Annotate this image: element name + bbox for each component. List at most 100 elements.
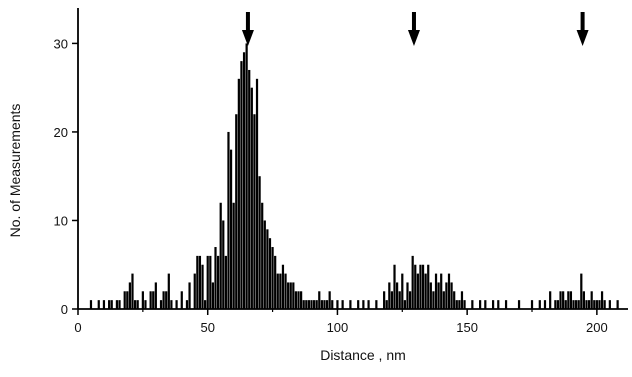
histogram-bar	[110, 300, 113, 309]
histogram-bar	[580, 273, 583, 309]
y-tick-label: 10	[54, 213, 68, 228]
histogram-bar	[484, 300, 487, 309]
histogram-bar	[271, 247, 274, 309]
histogram-bar	[562, 291, 565, 309]
histogram-bar	[600, 291, 604, 309]
x-tick-label: 100	[327, 320, 349, 335]
x-tick-label: 200	[586, 320, 608, 335]
histogram-bar	[432, 291, 435, 309]
histogram-bar	[504, 300, 508, 309]
histogram-bar	[538, 300, 541, 309]
histogram-bar	[281, 264, 285, 309]
histogram-bar	[159, 300, 163, 309]
histogram-bar	[211, 282, 215, 309]
histogram-bar	[165, 291, 168, 309]
histogram-bar	[587, 300, 591, 309]
histogram-bar	[204, 300, 207, 309]
histogram-bar	[227, 131, 230, 309]
axes-group	[77, 8, 628, 310]
histogram-bar	[325, 300, 329, 309]
histogram-bar	[185, 300, 189, 309]
y-ticks-group: 0 10 20 30	[54, 36, 78, 317]
histogram-bar	[133, 300, 137, 309]
histogram-bar	[141, 291, 144, 309]
histogram-bar	[403, 300, 406, 309]
histogram-bar	[549, 291, 552, 309]
histogram-bar	[447, 273, 451, 309]
histogram-bar	[289, 282, 292, 309]
histogram-bar	[590, 291, 593, 309]
histogram-bar	[123, 291, 126, 309]
histogram-bar	[258, 176, 261, 309]
histogram-bar	[497, 300, 500, 309]
histogram-bar	[242, 52, 246, 309]
histogram-bar	[237, 78, 240, 309]
histogram-bar	[463, 300, 466, 309]
histogram-bar	[89, 300, 93, 309]
histogram-bar	[222, 220, 225, 309]
histogram-bar	[128, 282, 131, 309]
histogram-bar	[198, 255, 202, 309]
histogram-bar	[375, 300, 378, 309]
histogram-bar	[453, 291, 456, 309]
histogram-bar	[336, 300, 339, 309]
histogram-bar	[320, 300, 323, 309]
histogram-bar	[554, 300, 557, 309]
histogram-bar	[440, 273, 443, 309]
histogram-bar	[582, 291, 585, 309]
histogram-bar	[196, 255, 199, 309]
histogram-bar	[328, 291, 331, 309]
histogram-bar	[250, 87, 253, 310]
histogram-bar	[97, 300, 100, 309]
histogram-bar	[216, 255, 220, 309]
histogram-bar	[349, 300, 352, 309]
histogram-bar	[201, 264, 204, 309]
histogram-bar	[188, 282, 191, 309]
histogram-bar	[149, 291, 152, 309]
histogram-bar	[126, 291, 129, 309]
histogram-bar	[460, 291, 464, 309]
histogram-bar	[421, 264, 425, 309]
histogram-bar	[401, 273, 404, 309]
histogram-bar	[307, 300, 310, 309]
histogram-bar	[437, 282, 440, 309]
histogram-bar	[268, 238, 272, 309]
histogram-bar	[398, 291, 401, 309]
histogram-bar	[245, 43, 248, 309]
histogram-bar	[479, 300, 482, 309]
histogram-bar	[180, 291, 183, 309]
histogram-bar	[530, 300, 534, 309]
x-tick-label: 50	[200, 320, 214, 335]
histogram-bar	[517, 300, 521, 309]
histogram-bar	[424, 273, 427, 309]
histogram-bar	[362, 300, 365, 309]
histogram-bar	[390, 291, 394, 309]
histogram-bar	[274, 255, 277, 309]
histogram-bar	[323, 300, 326, 309]
histogram-bar	[383, 291, 386, 309]
histogram-bar	[136, 300, 139, 309]
y-axis-label: No. of Measurements	[7, 104, 23, 238]
histogram-bar	[341, 300, 344, 309]
x-tick-label: 0	[74, 320, 81, 335]
bars-group	[89, 43, 619, 310]
histogram-bar	[144, 300, 147, 309]
histogram-bar	[429, 282, 432, 309]
histogram-bar	[287, 282, 290, 309]
y-tick-label: 20	[54, 125, 68, 140]
y-tick-label: 30	[54, 36, 68, 51]
histogram-bar	[577, 300, 580, 309]
x-axis-label: Distance , nm	[320, 347, 406, 363]
histogram-bar	[154, 282, 157, 309]
histogram-bar	[300, 291, 303, 309]
histogram-bar	[572, 300, 575, 309]
histogram-bar	[331, 300, 334, 309]
histogram-bar	[193, 273, 196, 309]
histogram-bar	[556, 300, 560, 309]
histogram-bar	[224, 255, 227, 309]
histogram-bar	[595, 300, 598, 309]
histogram-bar	[118, 300, 121, 309]
histogram-bar	[411, 255, 414, 309]
histogram-bar	[458, 300, 461, 309]
